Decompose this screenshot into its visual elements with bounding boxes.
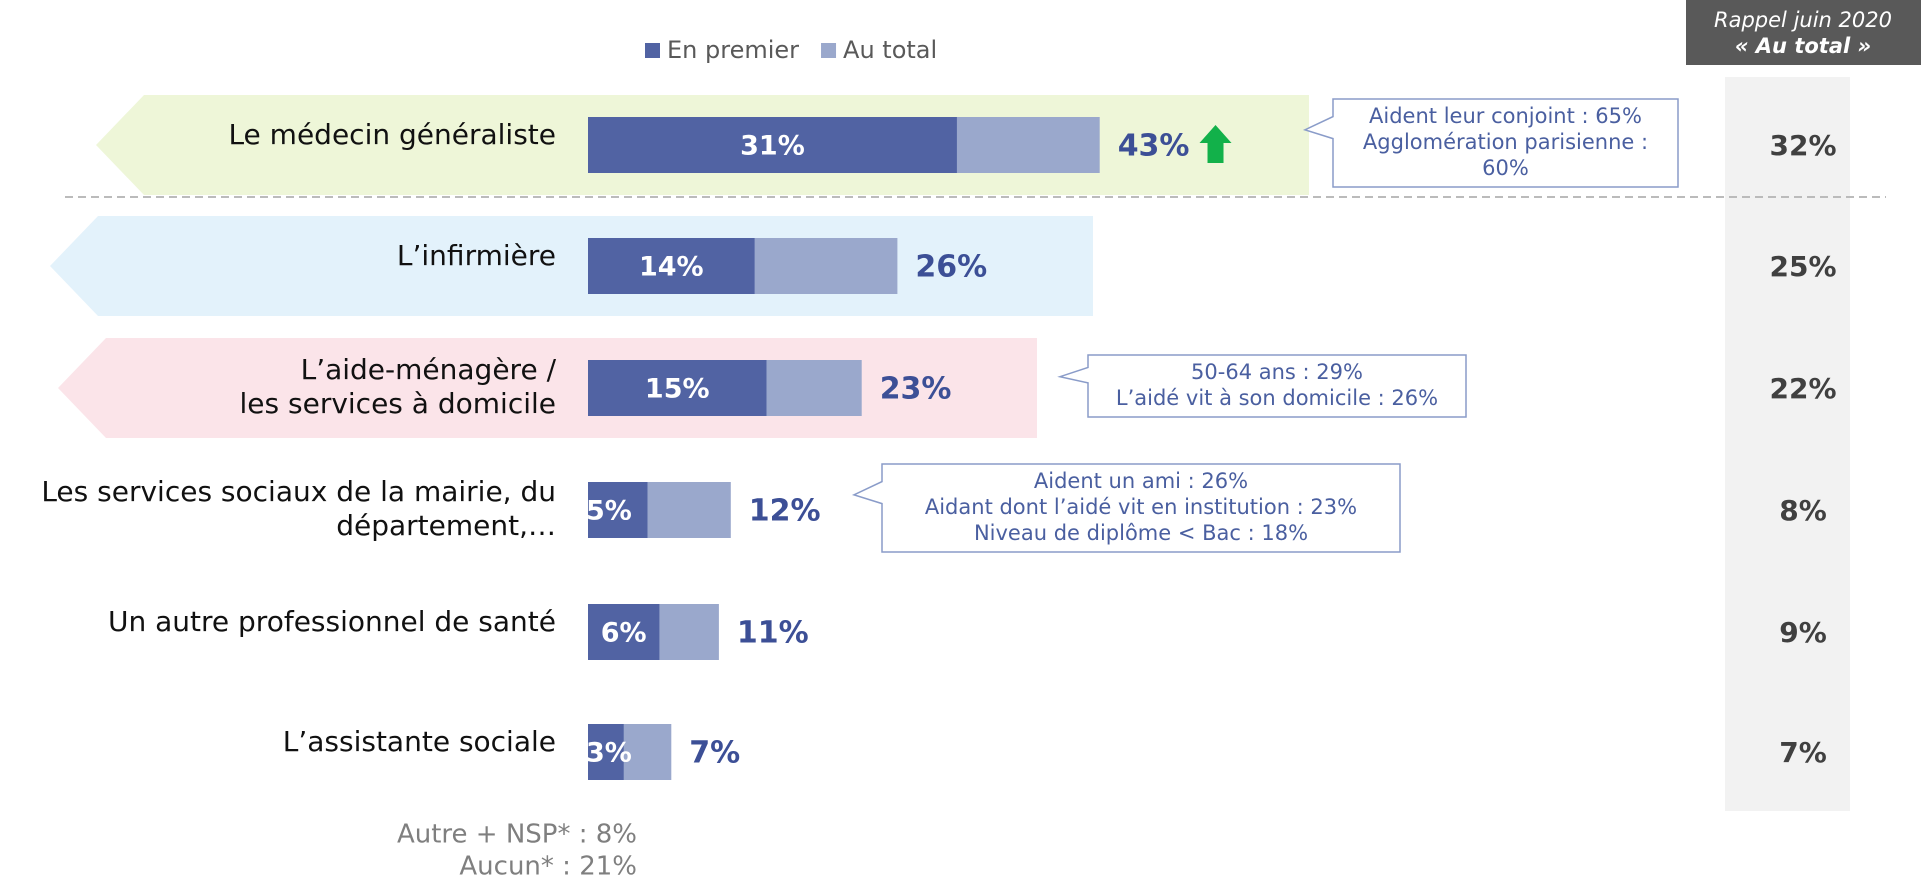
bar-first: [588, 360, 767, 416]
value-label-first: 5%: [586, 496, 632, 527]
annotation-box: [1302, 98, 1679, 188]
category-label: Un autre professionnel de santé: [108, 605, 556, 638]
category-label: L’infirmière: [397, 239, 556, 272]
category-label: Les services sociaux de la mairie, du: [41, 475, 556, 508]
value-label-total: 7%: [689, 736, 740, 771]
recall-title: « Au total »: [1735, 34, 1871, 58]
annotation-box: [1057, 354, 1467, 418]
annotation-text: Niveau de diplôme < Bac : 18%: [974, 521, 1308, 545]
recall-value: 9%: [1779, 616, 1827, 649]
value-label-total: 43%: [1118, 129, 1190, 164]
recall-value: 22%: [1769, 372, 1836, 405]
category-label: département,…: [336, 509, 556, 542]
recall-value: 25%: [1769, 250, 1836, 283]
legend-swatch: [645, 43, 660, 58]
recall-value: 8%: [1779, 494, 1827, 527]
bar-first: [588, 117, 957, 173]
footnote: Autre + NSP* : 8%: [397, 820, 637, 850]
category-label: Le médecin généraliste: [228, 118, 556, 151]
annotation-text: Aidant dont l’aidé vit en institution : …: [925, 495, 1357, 519]
recall-header: [1686, 0, 1921, 65]
recall-title: Rappel juin 2020: [1714, 8, 1892, 32]
category-label: L’assistante sociale: [283, 725, 556, 758]
bar-first: [588, 604, 660, 660]
recall-value: 7%: [1779, 736, 1827, 769]
bar-first: [588, 482, 648, 538]
legend-label: En premier: [667, 36, 799, 64]
category-label: L’aide-ménagère /: [301, 353, 557, 386]
annotation-text: L’aidé vit à son domicile : 26%: [1116, 386, 1438, 410]
annotation-text: Aident un ami : 26%: [1034, 469, 1248, 493]
legend-label: Au total: [843, 36, 937, 64]
annotation-text: 50-64 ans : 29%: [1191, 360, 1363, 384]
up-arrow: [1199, 125, 1232, 163]
annotation-text: 60%: [1482, 156, 1529, 180]
legend-swatch: [821, 43, 837, 58]
value-label-first: 6%: [601, 618, 647, 649]
value-label-first: 31%: [740, 131, 805, 162]
value-label-first: 3%: [586, 738, 632, 769]
value-label-total: 23%: [880, 372, 952, 407]
annotation-box: [851, 463, 1401, 553]
bar-first: [588, 238, 755, 294]
category-label: les services à domicile: [240, 387, 556, 420]
footnote: Aucun* : 21%: [459, 852, 637, 880]
value-label-total: 26%: [915, 250, 987, 285]
value-label-first: 15%: [645, 374, 710, 405]
recall-column: [1725, 77, 1850, 811]
annotation-text: Aident leur conjoint : 65%: [1369, 104, 1642, 128]
recall-value: 32%: [1769, 129, 1836, 162]
value-label-total: 12%: [749, 494, 821, 529]
annotation-text: Agglomération parisienne :: [1363, 130, 1648, 154]
value-label-total: 11%: [737, 616, 809, 651]
value-label-first: 14%: [639, 252, 704, 283]
bar-first: [588, 724, 624, 780]
